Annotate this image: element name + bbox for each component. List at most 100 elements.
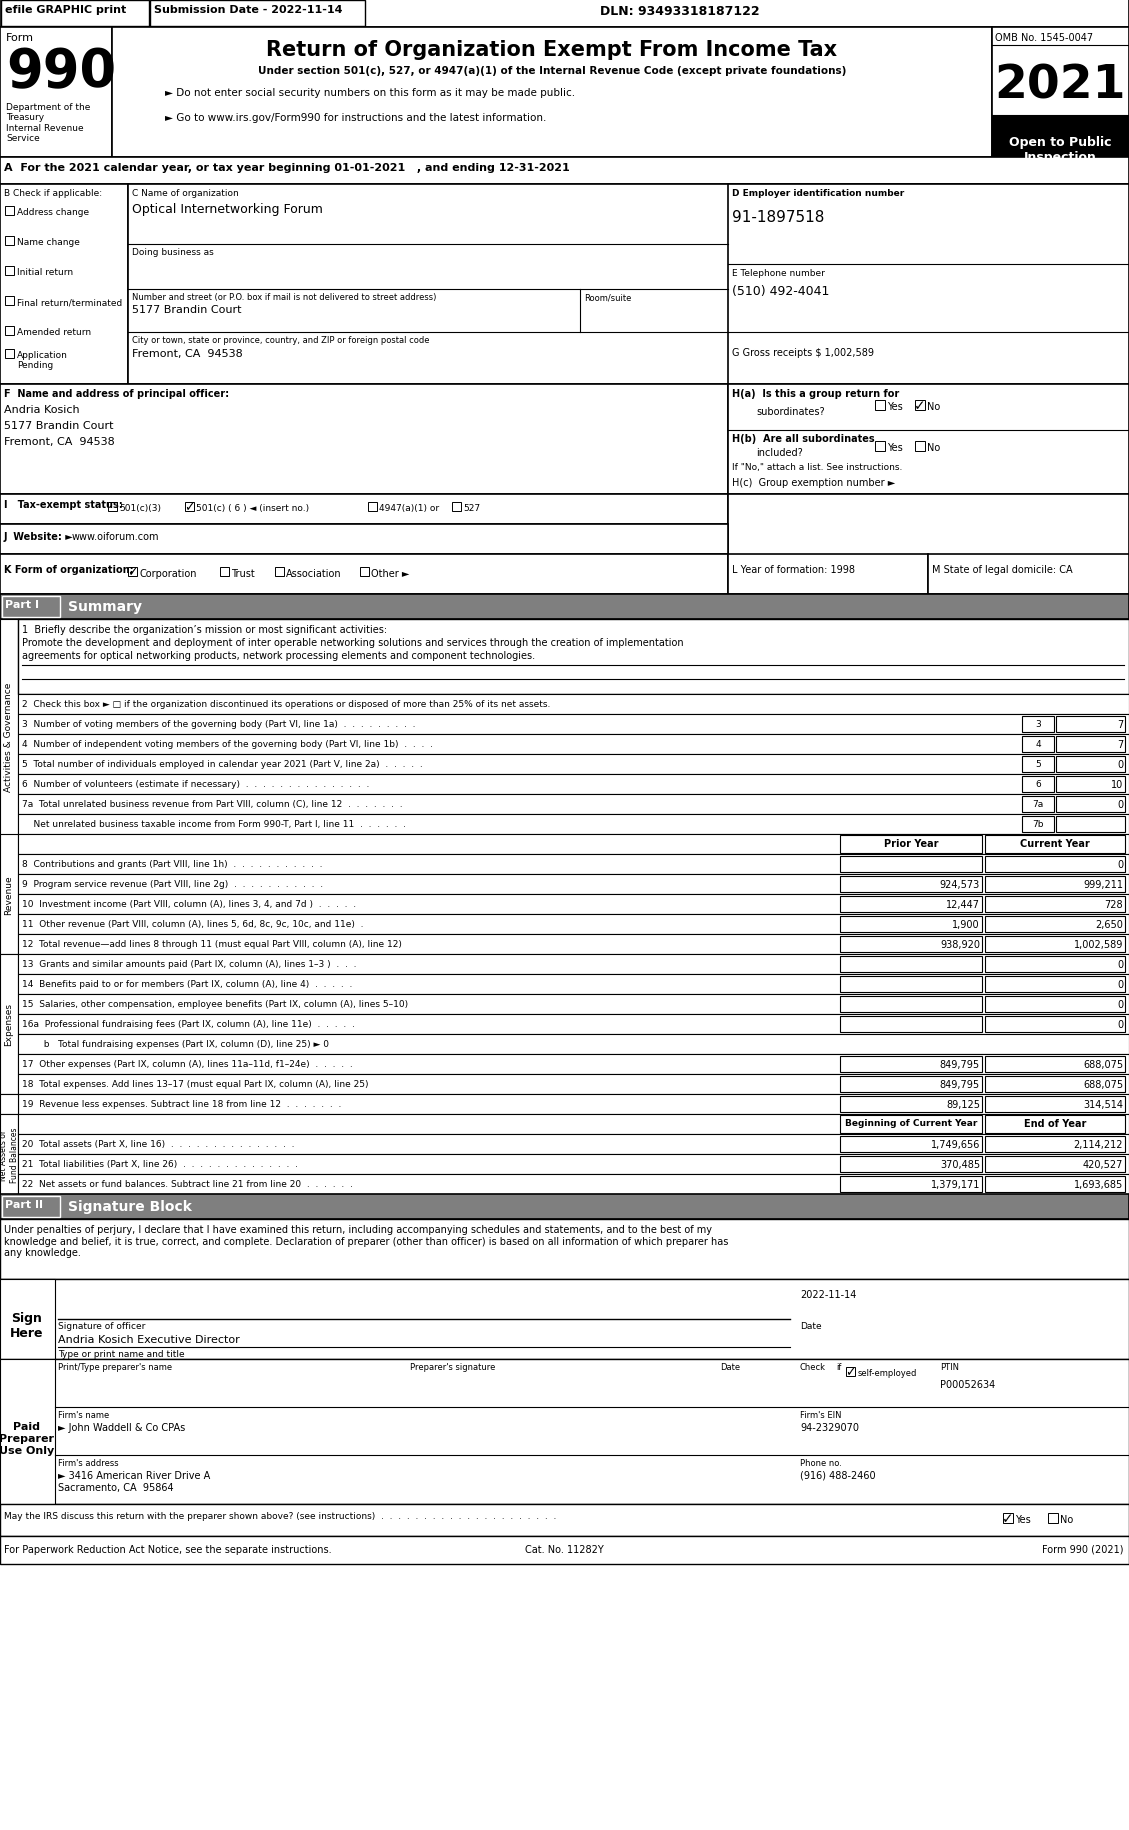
Text: Phone no.: Phone no.	[800, 1459, 842, 1468]
Text: M State of legal domicile: CA: M State of legal domicile: CA	[933, 565, 1073, 575]
Bar	[18, 814, 1129, 834]
Bar	[1022, 796, 1054, 813]
Bar	[18, 875, 1129, 895]
Bar	[840, 1177, 982, 1193]
Text: Andria Kosich Executive Director: Andria Kosich Executive Director	[58, 1334, 239, 1345]
Bar	[984, 917, 1124, 933]
Text: Yes: Yes	[887, 443, 903, 452]
Text: 7b: 7b	[1032, 820, 1043, 829]
Bar	[5, 328, 14, 337]
Bar	[0, 0, 1129, 27]
Bar	[18, 1155, 1129, 1175]
Bar	[1056, 816, 1124, 833]
Text: Association: Association	[286, 569, 342, 578]
Text: 7a: 7a	[1032, 800, 1043, 809]
Text: Return of Organization Exempt From Income Tax: Return of Organization Exempt From Incom…	[266, 40, 838, 60]
Text: Name change: Name change	[17, 238, 80, 247]
Bar	[984, 1056, 1124, 1072]
Bar	[128, 567, 137, 576]
Text: 1,379,171: 1,379,171	[930, 1179, 980, 1190]
Bar	[18, 620, 1129, 695]
Bar	[185, 503, 194, 512]
Text: 938,920: 938,920	[940, 939, 980, 950]
Text: K Form of organization:: K Form of organization:	[5, 565, 133, 575]
Bar	[0, 1279, 1129, 1360]
Bar	[0, 1535, 1129, 1565]
Bar	[0, 1094, 18, 1114]
Text: Firm's name: Firm's name	[58, 1411, 110, 1420]
Text: Check: Check	[800, 1362, 826, 1371]
Text: I   Tax-exempt status:: I Tax-exempt status:	[5, 500, 123, 511]
Text: 9  Program service revenue (Part VIII, line 2g)  .  .  .  .  .  .  .  .  .  .  .: 9 Program service revenue (Part VIII, li…	[21, 880, 323, 889]
Bar	[1022, 737, 1054, 752]
Text: self-employed: self-employed	[858, 1369, 918, 1378]
Text: Room/suite: Room/suite	[584, 293, 631, 302]
Text: Summary: Summary	[68, 600, 142, 613]
Text: L Year of formation: 1998: L Year of formation: 1998	[732, 565, 855, 575]
Text: 1,900: 1,900	[953, 919, 980, 930]
Bar	[984, 1016, 1124, 1032]
Bar	[18, 955, 1129, 974]
Bar	[0, 554, 728, 595]
Bar	[840, 977, 982, 992]
Bar	[18, 994, 1129, 1014]
Text: Fremont, CA  94538: Fremont, CA 94538	[5, 437, 115, 447]
Text: ✓: ✓	[914, 399, 926, 414]
Text: Cat. No. 11282Y: Cat. No. 11282Y	[525, 1545, 604, 1554]
Text: 12  Total revenue—add lines 8 through 11 (must equal Part VIII, column (A), line: 12 Total revenue—add lines 8 through 11 …	[21, 939, 402, 948]
Text: included?: included?	[756, 448, 803, 458]
Text: 3  Number of voting members of the governing body (Part VI, line 1a)  .  .  .  .: 3 Number of voting members of the govern…	[21, 719, 415, 728]
Text: 728: 728	[1104, 900, 1123, 910]
Bar	[2, 597, 60, 619]
Bar	[108, 503, 117, 512]
Bar	[5, 236, 14, 245]
Text: b   Total fundraising expenses (Part IX, column (D), line 25) ► 0: b Total fundraising expenses (Part IX, c…	[38, 1039, 329, 1049]
Text: subordinates?: subordinates?	[756, 406, 824, 417]
Bar	[18, 734, 1129, 754]
Text: Beginning of Current Year: Beginning of Current Year	[844, 1118, 978, 1127]
Text: If "No," attach a list. See instructions.: If "No," attach a list. See instructions…	[732, 463, 902, 472]
Bar	[1056, 796, 1124, 813]
Bar	[0, 1360, 1129, 1504]
Bar	[984, 997, 1124, 1012]
Bar	[840, 1056, 982, 1072]
Text: Fremont, CA  94538: Fremont, CA 94538	[132, 350, 243, 359]
Text: E Telephone number: E Telephone number	[732, 269, 825, 278]
Bar	[18, 754, 1129, 774]
Bar	[984, 1076, 1124, 1093]
Bar	[728, 554, 928, 595]
Bar	[18, 774, 1129, 794]
Bar	[846, 1367, 855, 1376]
Text: Sacramento, CA  95864: Sacramento, CA 95864	[58, 1482, 174, 1491]
Text: 2022-11-14: 2022-11-14	[800, 1290, 857, 1299]
Bar	[840, 1096, 982, 1113]
Bar	[5, 350, 14, 359]
Text: Form: Form	[6, 33, 34, 42]
Text: 924,573: 924,573	[939, 880, 980, 889]
Text: 1,693,685: 1,693,685	[1074, 1179, 1123, 1190]
Text: DLN: 93493318187122: DLN: 93493318187122	[599, 5, 760, 18]
Bar	[840, 957, 982, 972]
Text: ✓: ✓	[128, 565, 138, 578]
Text: 5177 Brandin Court: 5177 Brandin Court	[132, 306, 242, 315]
Text: 15  Salaries, other compensation, employee benefits (Part IX, column (A), lines : 15 Salaries, other compensation, employe…	[21, 999, 408, 1008]
Text: May the IRS discuss this return with the preparer shown above? (see instructions: May the IRS discuss this return with the…	[5, 1512, 557, 1521]
Bar	[840, 1076, 982, 1093]
Text: Amended return: Amended return	[17, 328, 91, 337]
Text: Under penalties of perjury, I declare that I have examined this return, includin: Under penalties of perjury, I declare th…	[5, 1224, 728, 1257]
Text: Number and street (or P.O. box if mail is not delivered to street address): Number and street (or P.O. box if mail i…	[132, 293, 437, 302]
Text: ► Do not enter social security numbers on this form as it may be made public.: ► Do not enter social security numbers o…	[165, 88, 575, 99]
Text: 10  Investment income (Part VIII, column (A), lines 3, 4, and 7d )  .  .  .  .  : 10 Investment income (Part VIII, column …	[21, 900, 356, 908]
Text: OMB No. 1545-0047: OMB No. 1545-0047	[995, 33, 1093, 42]
Bar	[1022, 816, 1054, 833]
Bar	[1, 2, 149, 27]
Bar	[0, 525, 728, 554]
Text: 20  Total assets (Part X, line 16)  .  .  .  .  .  .  .  .  .  .  .  .  .  .  .: 20 Total assets (Part X, line 16) . . . …	[21, 1140, 295, 1149]
Text: 13  Grants and similar amounts paid (Part IX, column (A), lines 1–3 )  .  .  .: 13 Grants and similar amounts paid (Part…	[21, 959, 357, 968]
Bar	[840, 1136, 982, 1153]
Bar	[0, 620, 18, 855]
Text: ✓: ✓	[1003, 1512, 1014, 1524]
Bar	[1056, 717, 1124, 732]
Bar	[18, 834, 1129, 855]
Bar	[928, 554, 1129, 595]
